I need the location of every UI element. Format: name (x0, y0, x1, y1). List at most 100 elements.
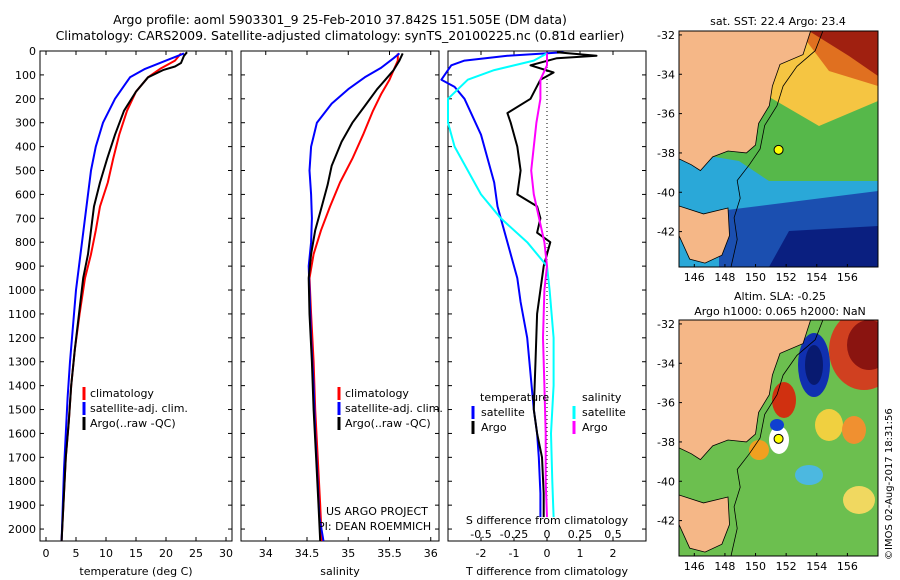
sla-map-title-line1: Altim. SLA: -0.25 (734, 290, 826, 303)
map-y-tick-label: -40 (657, 186, 675, 199)
map-y-tick-label: -40 (657, 475, 675, 488)
difference-line-3 (530, 53, 548, 518)
map-x-tick-label: 152 (776, 271, 797, 284)
y-tick-label: 100 (15, 69, 36, 82)
land-tasmania (679, 205, 730, 264)
land-mainland (679, 320, 812, 461)
map-y-tick-label: -32 (657, 318, 675, 331)
figure-title-line1: Argo profile: aoml 5903301_9 25-Feb-2010… (113, 12, 567, 27)
y-tick-label: 1700 (8, 451, 36, 464)
map-x-tick-label: 156 (837, 271, 858, 284)
s-axis-label: S difference from climatology (466, 514, 629, 527)
y-tick-label: 1900 (8, 499, 36, 512)
y-tick-label: 500 (15, 165, 36, 178)
y-tick-label: 1300 (8, 356, 36, 369)
x-tick-label: 34.5 (295, 547, 320, 560)
sla-eddy (842, 416, 866, 444)
legend-label: satellite-adj. clim. (345, 402, 443, 415)
sla-eddy (843, 486, 875, 514)
map-frame (678, 319, 879, 557)
s-tick-label: 0.25 (568, 528, 593, 541)
y-tick-label: 1200 (8, 332, 36, 345)
map-y-tick-label: -34 (657, 357, 675, 370)
legend-label: Argo (582, 421, 608, 434)
y-tick-label: 1600 (8, 427, 36, 440)
y-tick-label: 1000 (8, 284, 36, 297)
legend-label: Argo (481, 421, 507, 434)
legend-label: satellite (582, 406, 626, 419)
x-tick-label: -1 (509, 547, 520, 560)
s-tick-label: 0.5 (604, 528, 622, 541)
sst-core (809, 31, 878, 76)
x-tick-label: 34 (259, 547, 273, 560)
map-x-tick-label: 154 (806, 560, 827, 573)
y-tick-label: 800 (15, 236, 36, 249)
x-tick-label: 1 (577, 547, 584, 560)
legend-label: climatology (90, 387, 154, 400)
temperature-line-2 (60, 51, 188, 542)
float-position-marker (773, 433, 784, 444)
sla-high-core (847, 320, 878, 370)
difference-line-2 (447, 52, 555, 518)
land-mainland (679, 31, 812, 172)
bathymetry-contour (730, 320, 824, 556)
sst-coldest (769, 226, 878, 267)
map-x-tick-label: 146 (684, 560, 705, 573)
map-y-tick-label: -36 (657, 397, 675, 410)
x-tick-label: 10 (99, 547, 113, 560)
y-tick-label: 1400 (8, 380, 36, 393)
x-axis-label: salinity (320, 565, 360, 578)
legend-header: salinity (582, 391, 622, 404)
sla-map-title-line2: Argo h1000: 0.065 h2000: NaN (694, 305, 866, 318)
legend-label: Argo(..raw -QC) (90, 417, 176, 430)
x-tick-label: -2 (476, 547, 487, 560)
map-y-tick-label: -36 (657, 108, 675, 121)
float-position-marker (773, 144, 784, 155)
y-tick-label: 1100 (8, 308, 36, 321)
map-y-tick-label: -34 (657, 68, 675, 81)
map-field-sla-map (679, 320, 878, 556)
x-axis-label: temperature (deg C) (79, 565, 192, 578)
map-y-tick-label: -38 (657, 436, 675, 449)
annotation-project: US ARGO PROJECT (326, 505, 428, 518)
map-x-tick-label: 150 (745, 271, 766, 284)
sla-low-core (805, 345, 823, 385)
x-tick-label: 0 (43, 547, 50, 560)
map-x-tick-label: 154 (806, 271, 827, 284)
y-tick-label: 1800 (8, 475, 36, 488)
map-y-tick-label: -42 (657, 226, 675, 239)
map-x-tick-label: 148 (714, 560, 735, 573)
imos-credit: ©IMOS 02-Aug-2017 18:31:56 (884, 408, 895, 560)
legend-label: satellite (481, 406, 525, 419)
x-tick-label: 0 (544, 547, 551, 560)
map-x-tick-label: 150 (745, 560, 766, 573)
y-tick-label: 200 (15, 93, 36, 106)
s-tick-label: -0.5 (470, 528, 491, 541)
y-tick-label: 700 (15, 212, 36, 225)
x-tick-label: 35.5 (377, 547, 402, 560)
sst-map-title: sat. SST: 22.4 Argo: 23.4 (710, 15, 846, 28)
y-tick-label: 300 (15, 117, 36, 130)
map-x-tick-label: 146 (684, 271, 705, 284)
map-frame (678, 30, 879, 268)
sla-eddy (815, 409, 843, 441)
y-tick-label: 0 (29, 45, 36, 58)
temperature-line-1 (60, 52, 185, 542)
salinity-line-2 (307, 52, 404, 542)
y-tick-label: 900 (15, 260, 36, 273)
bathymetry-contour (730, 31, 824, 267)
legend-header: temperature (480, 391, 549, 404)
x-axis-label: T difference from climatology (465, 565, 628, 578)
x-tick-label: 35 (341, 547, 355, 560)
x-tick-label: 25 (189, 547, 203, 560)
x-tick-label: 36 (424, 547, 438, 560)
legend-label: satellite-adj. clim. (90, 402, 188, 415)
sla-eddy (770, 419, 784, 431)
annotation-pi: PI: DEAN ROEMMICH (318, 520, 431, 533)
map-x-tick-label: 152 (776, 560, 797, 573)
legend-label: climatology (345, 387, 409, 400)
sla-eddy (795, 465, 823, 485)
y-tick-label: 600 (15, 188, 36, 201)
map-y-tick-label: -32 (657, 29, 675, 42)
